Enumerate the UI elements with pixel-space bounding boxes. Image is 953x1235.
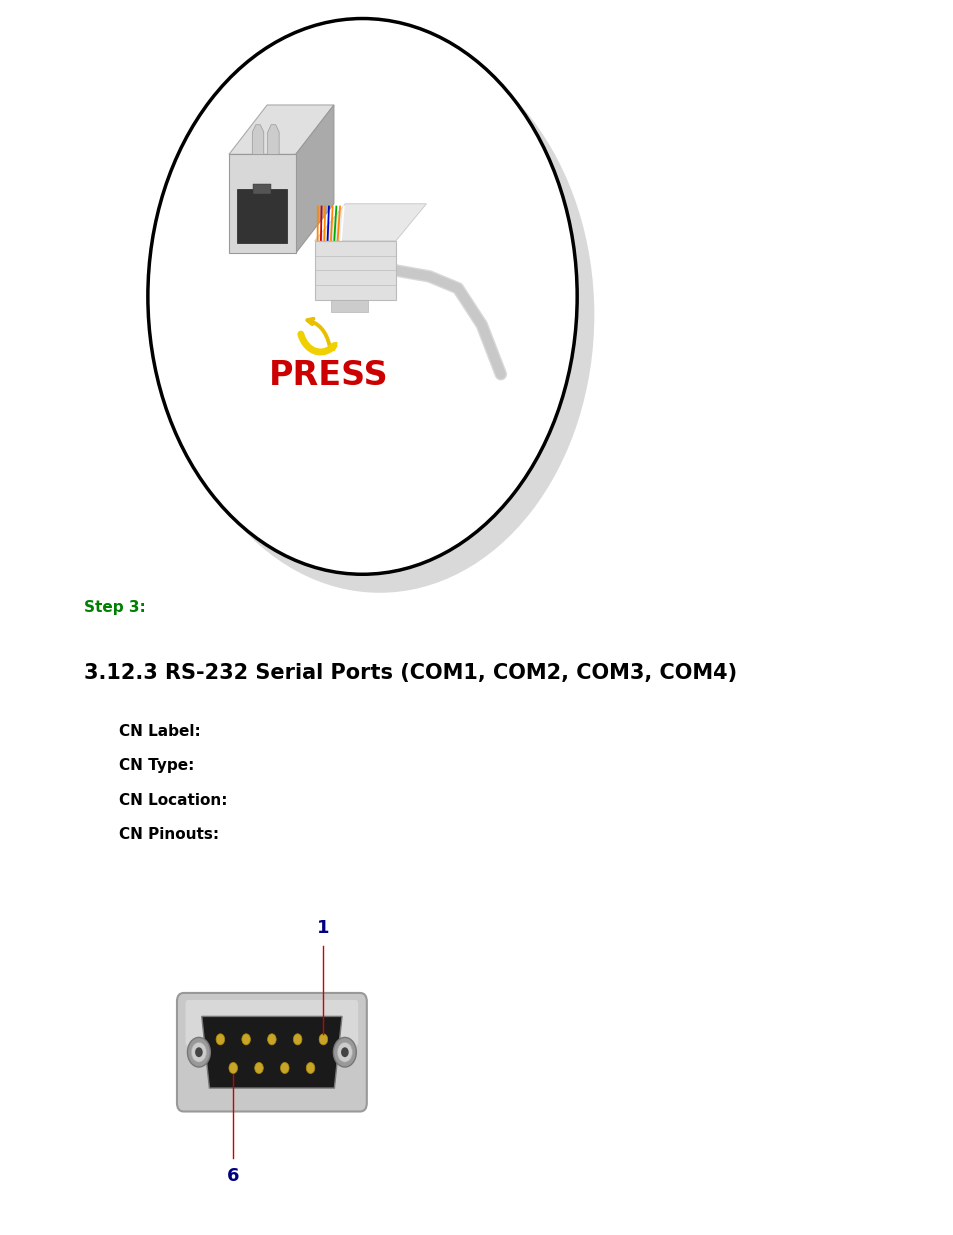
- Text: 3.12.3 RS-232 Serial Ports (COM1, COM2, COM3, COM4): 3.12.3 RS-232 Serial Ports (COM1, COM2, …: [84, 663, 737, 683]
- Circle shape: [280, 1062, 289, 1073]
- FancyBboxPatch shape: [176, 993, 366, 1112]
- Circle shape: [267, 1034, 275, 1045]
- Text: CN Location:: CN Location:: [119, 793, 228, 808]
- Text: PRESS: PRESS: [269, 359, 389, 391]
- Polygon shape: [295, 105, 334, 253]
- Polygon shape: [229, 105, 334, 154]
- Circle shape: [306, 1062, 314, 1073]
- Polygon shape: [252, 125, 263, 154]
- Circle shape: [148, 19, 577, 574]
- Circle shape: [336, 1042, 352, 1062]
- Text: CN Label:: CN Label:: [119, 724, 201, 739]
- FancyBboxPatch shape: [185, 1000, 357, 1046]
- Circle shape: [187, 1037, 210, 1067]
- FancyBboxPatch shape: [229, 154, 295, 253]
- Text: 6: 6: [227, 1167, 239, 1186]
- Circle shape: [194, 1047, 202, 1057]
- Circle shape: [241, 1034, 250, 1045]
- Circle shape: [318, 1034, 328, 1045]
- Polygon shape: [314, 204, 426, 241]
- Circle shape: [165, 37, 594, 593]
- FancyBboxPatch shape: [237, 189, 287, 243]
- Circle shape: [215, 1034, 224, 1045]
- Polygon shape: [268, 125, 279, 154]
- FancyBboxPatch shape: [253, 184, 271, 194]
- FancyBboxPatch shape: [331, 300, 367, 312]
- Circle shape: [340, 1047, 348, 1057]
- Circle shape: [293, 1034, 301, 1045]
- Text: Step 3:: Step 3:: [84, 600, 146, 615]
- Text: CN Type:: CN Type:: [119, 758, 194, 773]
- Text: 1: 1: [316, 919, 330, 937]
- Circle shape: [229, 1062, 237, 1073]
- FancyBboxPatch shape: [314, 241, 395, 300]
- Text: CN Pinouts:: CN Pinouts:: [119, 827, 219, 842]
- Polygon shape: [201, 1016, 341, 1088]
- Circle shape: [254, 1062, 263, 1073]
- Circle shape: [191, 1042, 206, 1062]
- Circle shape: [333, 1037, 355, 1067]
